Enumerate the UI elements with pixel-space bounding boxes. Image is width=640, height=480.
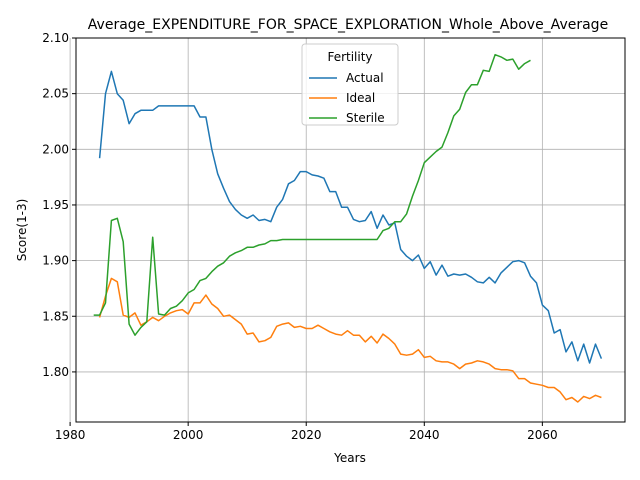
series-line-actual bbox=[98, 70, 603, 364]
x-tick-label: 2000 bbox=[173, 428, 204, 442]
legend-title: Fertility bbox=[327, 50, 372, 64]
x-tick-label: 2060 bbox=[527, 428, 558, 442]
y-tick-label: 2.05 bbox=[42, 87, 69, 101]
series-lines bbox=[93, 53, 603, 403]
plot-frame bbox=[75, 37, 626, 423]
legend-label-sterile: Sterile bbox=[346, 111, 385, 125]
x-axis-ticks: 1980 2000 2020 2040 2060 bbox=[55, 422, 558, 442]
x-tick-label: 2020 bbox=[291, 428, 322, 442]
y-tick-label: 1.80 bbox=[42, 365, 69, 379]
legend-label-ideal: Ideal bbox=[346, 91, 375, 105]
series-line-ideal bbox=[98, 277, 602, 403]
y-tick-label: 2.10 bbox=[42, 31, 69, 45]
y-tick-label: 1.90 bbox=[42, 254, 69, 268]
y-tick-label: 1.85 bbox=[42, 309, 69, 323]
y-tick-label: 2.00 bbox=[42, 142, 69, 156]
legend: Fertility Actual Ideal Sterile bbox=[301, 43, 399, 126]
y-tick-label: 1.95 bbox=[42, 198, 69, 212]
legend-label-actual: Actual bbox=[346, 71, 384, 85]
chart-title: Average_EXPENDITURE_FOR_SPACE_EXPLORATIO… bbox=[88, 17, 608, 33]
series-line-sterile bbox=[93, 53, 531, 336]
y-axis-ticks: 1.80 1.85 1.90 1.95 2.00 2.05 2.10 bbox=[42, 31, 76, 379]
y-axis-label: Score(1-3) bbox=[15, 199, 29, 262]
x-tick-label: 2040 bbox=[409, 428, 440, 442]
x-tick-label: 1980 bbox=[55, 428, 86, 442]
legend-box bbox=[301, 43, 399, 126]
x-axis-label: Years bbox=[333, 451, 366, 465]
